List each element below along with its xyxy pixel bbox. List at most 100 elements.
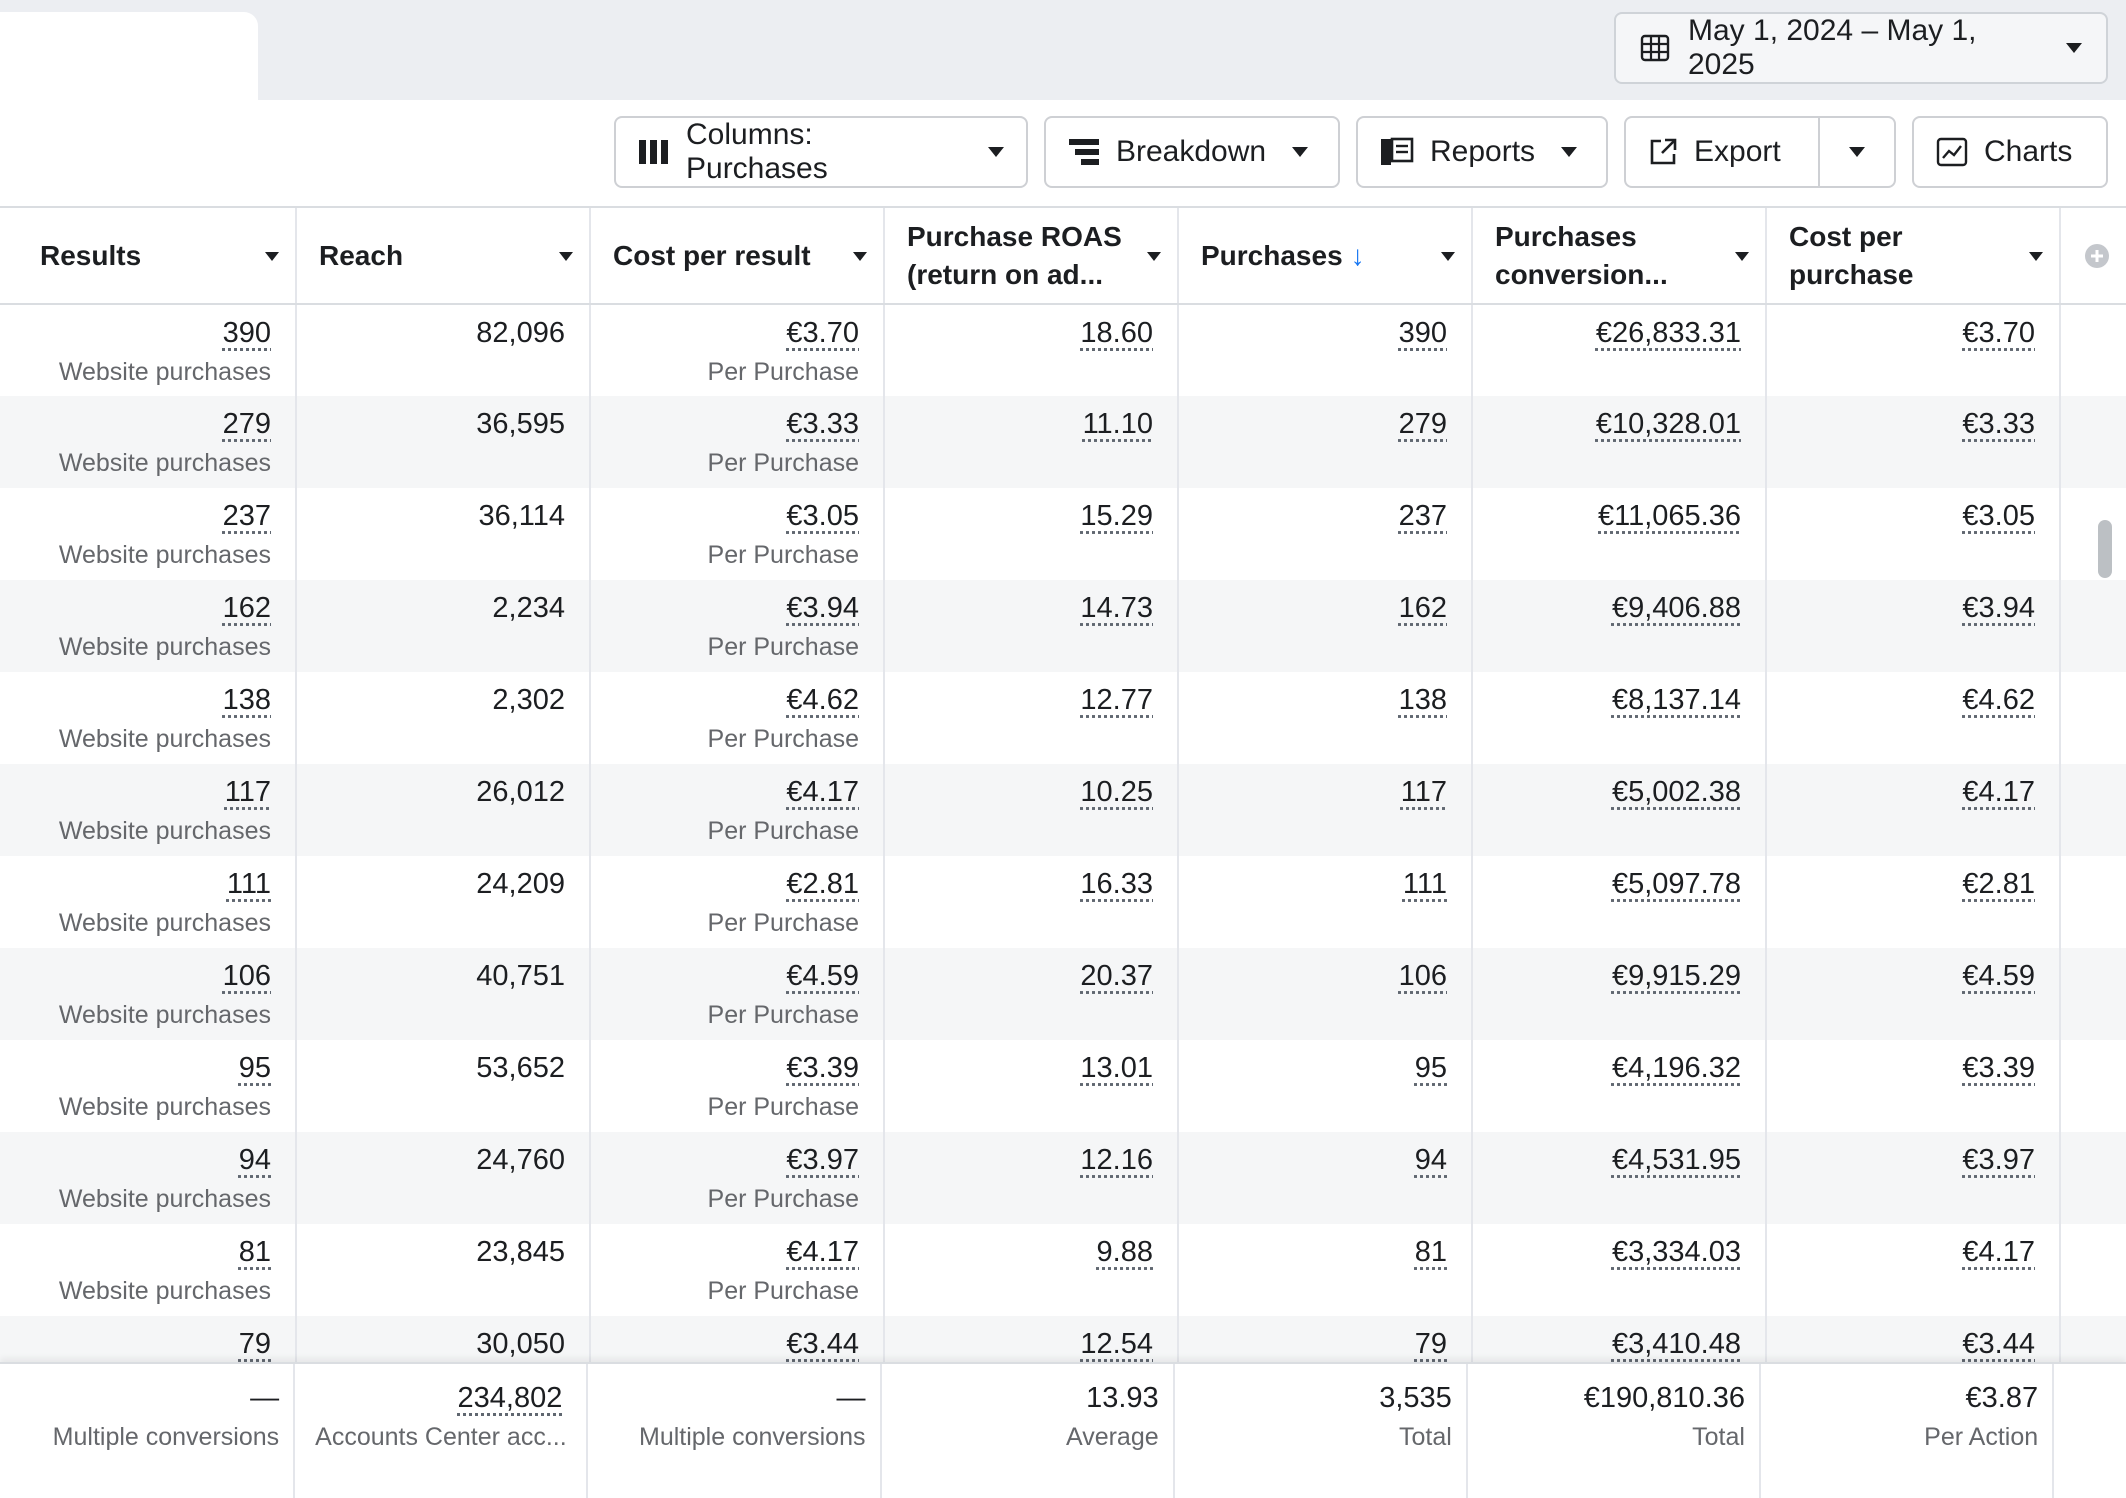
reports-button[interactable]: Reports (1356, 116, 1608, 188)
cell-value[interactable]: €3.70 (786, 317, 859, 349)
cell-value[interactable]: €3.39 (786, 1052, 859, 1084)
cell-value[interactable]: €3,334.03 (1611, 1236, 1741, 1268)
cell-value[interactable]: €3,410.48 (1611, 1328, 1741, 1360)
chevron-down-icon[interactable] (2029, 252, 2043, 261)
date-range-button[interactable]: May 1, 2024 – May 1, 2025 (1614, 12, 2108, 84)
cell-value[interactable]: 106 (1398, 960, 1447, 992)
table-row[interactable]: 95 Website purchases 53,652 €3.39 Per Purcha… (0, 1040, 2126, 1132)
cell-value[interactable]: €3.39 (1962, 1052, 2035, 1084)
table-row[interactable]: 390 Website purchases 82,096 €3.70 Per Purch… (0, 304, 2126, 396)
charts-button[interactable]: Charts (1912, 116, 2108, 188)
cell-value[interactable]: 18.60 (1080, 317, 1153, 349)
cell-value[interactable]: 138 (222, 684, 271, 716)
cell-value[interactable]: 237 (222, 500, 271, 532)
cell-value[interactable]: €4,196.32 (1611, 1052, 1741, 1084)
cell-value[interactable]: 94 (1414, 1144, 1447, 1176)
table-row[interactable]: 237 Website purchases 36,114 €3.05 Per Purch… (0, 488, 2126, 580)
cell-value[interactable]: €2.81 (786, 868, 859, 900)
cell-value[interactable]: 9.88 (1096, 1236, 1153, 1268)
cell-value[interactable]: €4.17 (786, 1236, 859, 1268)
cell-value[interactable]: 95 (238, 1052, 271, 1084)
add-column-button[interactable] (2060, 208, 2126, 305)
table-row[interactable]: 138 Website purchases 2,302 €4.62 Per Purcha… (0, 672, 2126, 764)
column-header-cost-per-result[interactable]: Cost per result (590, 208, 885, 305)
cell-value[interactable]: 117 (224, 776, 271, 808)
cell-value[interactable]: €3.44 (786, 1328, 859, 1360)
cell-value[interactable]: 20.37 (1080, 960, 1153, 992)
cell-value[interactable]: €3.70 (1962, 317, 2035, 349)
cell-value[interactable]: €4.17 (786, 776, 859, 808)
export-button[interactable]: Export (1626, 118, 1820, 186)
cell-value[interactable]: 162 (1398, 592, 1447, 624)
chevron-down-icon[interactable] (265, 252, 279, 261)
table-row[interactable]: 117 Website purchases 26,012 €4.17 Per Purch… (0, 764, 2126, 856)
cell-value[interactable]: 15.29 (1080, 500, 1153, 532)
chevron-down-icon[interactable] (1147, 252, 1161, 261)
cell-value[interactable]: 162 (222, 592, 271, 624)
cell-value[interactable]: 10.25 (1080, 776, 1153, 808)
table-row[interactable]: 81 Website purchases 23,845 €4.17 Per Purcha… (0, 1224, 2126, 1316)
cell-value[interactable]: 390 (1398, 317, 1447, 349)
cell-value[interactable]: 79 (238, 1328, 271, 1360)
cell-value[interactable]: 12.77 (1080, 684, 1153, 716)
cell-value[interactable]: 14.73 (1080, 592, 1153, 624)
cell-value[interactable]: 79 (1414, 1328, 1447, 1360)
cell-value[interactable]: 390 (222, 317, 271, 349)
sort-descending-icon[interactable]: ↓ (1350, 239, 1365, 271)
cell-value[interactable]: 237 (1398, 500, 1447, 532)
cell-value[interactable]: 81 (1414, 1236, 1447, 1268)
cell-value[interactable]: €9,406.88 (1611, 592, 1741, 624)
columns-button[interactable]: Columns: Purchases (614, 116, 1028, 188)
column-header-results[interactable]: Results (0, 208, 297, 305)
cell-value[interactable]: €3.05 (786, 500, 859, 532)
cell-value[interactable]: 11.10 (1082, 408, 1153, 440)
cell-value[interactable]: €2.81 (1962, 868, 2035, 900)
cell-value[interactable]: 106 (222, 960, 271, 992)
cell-value[interactable]: €26,833.31 (1595, 317, 1741, 349)
cell-value[interactable]: €5,097.78 (1611, 868, 1741, 900)
cell-value[interactable]: 16.33 (1080, 868, 1153, 900)
column-header-reach[interactable]: Reach (296, 208, 591, 305)
chevron-down-icon[interactable] (1441, 252, 1455, 261)
cell-value[interactable]: €3.05 (1962, 500, 2035, 532)
cell-value[interactable]: 81 (238, 1236, 271, 1268)
cell-value[interactable]: €4.59 (1962, 960, 2035, 992)
cell-value[interactable]: €3.94 (1962, 592, 2035, 624)
cell-value[interactable]: 13.01 (1080, 1052, 1153, 1084)
cell-value[interactable]: €10,328.01 (1595, 408, 1741, 440)
cell-value[interactable]: 279 (1398, 408, 1447, 440)
cell-value[interactable]: €11,065.36 (1598, 500, 1741, 532)
cell-value[interactable]: €4.17 (1962, 1236, 2035, 1268)
cell-value[interactable]: €5,002.38 (1611, 776, 1741, 808)
cell-value[interactable]: €9,915.29 (1611, 960, 1741, 992)
chevron-down-icon[interactable] (559, 252, 573, 261)
cell-value[interactable]: 117 (1400, 776, 1447, 808)
cell-value[interactable]: €4.59 (786, 960, 859, 992)
cell-value[interactable]: €8,137.14 (1611, 684, 1741, 716)
table-row[interactable]: 279 Website purchases 36,595 €3.33 Per Purch… (0, 396, 2126, 488)
cell-value[interactable]: 111 (1402, 868, 1447, 900)
column-header-purchases[interactable]: Purchases ↓ (1178, 208, 1473, 305)
cell-value[interactable]: €3.97 (1962, 1144, 2035, 1176)
cell-value[interactable]: €4,531.95 (1611, 1144, 1741, 1176)
cell-value[interactable]: €3.33 (1962, 408, 2035, 440)
cell-value[interactable]: 111 (226, 868, 271, 900)
cell-value[interactable]: €3.33 (786, 408, 859, 440)
cell-value[interactable]: 12.16 (1080, 1144, 1153, 1176)
cell-value[interactable]: 279 (222, 408, 271, 440)
cell-value[interactable]: 94 (238, 1144, 271, 1176)
table-row[interactable]: 162 Website purchases 2,234 €3.94 Per Purcha… (0, 580, 2126, 672)
total-value[interactable]: 234,802 (457, 1382, 563, 1414)
cell-value[interactable]: €4.62 (786, 684, 859, 716)
cell-value[interactable]: €3.97 (786, 1144, 859, 1176)
cell-value[interactable]: €4.62 (1962, 684, 2035, 716)
table-row[interactable]: 94 Website purchases 24,760 €3.97 Per Purcha… (0, 1132, 2126, 1224)
cell-value[interactable]: 12.54 (1080, 1328, 1153, 1360)
cell-value[interactable]: €4.17 (1962, 776, 2035, 808)
cell-value[interactable]: 95 (1414, 1052, 1447, 1084)
table-row[interactable]: 111 Website purchases 24,209 €2.81 Per Purch… (0, 856, 2126, 948)
chevron-down-icon[interactable] (1735, 252, 1749, 261)
column-header-purchase-roas[interactable]: Purchase ROAS (return on ad... (884, 208, 1179, 305)
cell-value[interactable]: 138 (1398, 684, 1447, 716)
table-row[interactable]: 106 Website purchases 40,751 €4.59 Per Purch… (0, 948, 2126, 1040)
